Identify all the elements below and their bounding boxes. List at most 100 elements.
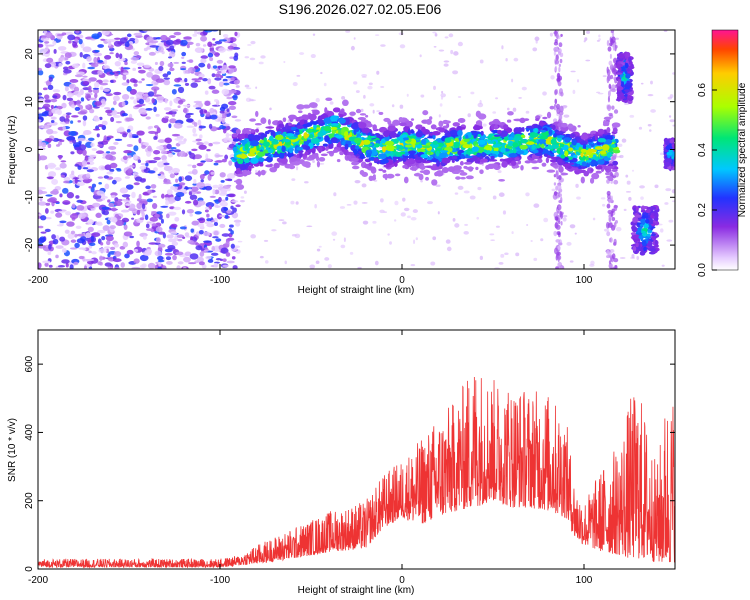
spectrogram-cell xyxy=(221,233,230,237)
spectrogram-cell xyxy=(200,160,207,163)
spectrogram-cell xyxy=(103,175,109,179)
spectrogram-cell xyxy=(175,178,179,183)
spectrogram-cell xyxy=(203,231,211,237)
spectrogram-cell xyxy=(419,158,427,163)
spectrogram-cell xyxy=(520,164,524,171)
spectrogram-cell xyxy=(226,96,233,100)
spectrogram-cell xyxy=(583,170,590,177)
spectrogram-cell xyxy=(552,164,559,169)
spectrogram-cell xyxy=(361,127,371,134)
spectrogram-cell xyxy=(163,162,170,166)
spectrogram-cell xyxy=(55,212,63,218)
spectrogram-cell xyxy=(122,241,129,248)
spectrogram-cell xyxy=(592,131,596,134)
spectrogram-cell xyxy=(453,141,460,149)
spectrogram-cell xyxy=(105,154,114,160)
spectrogram-cell xyxy=(430,261,436,266)
spectrogram-cell xyxy=(574,163,578,167)
spectrogram-cell xyxy=(170,147,177,150)
spectrogram-cell xyxy=(255,128,259,133)
spectrogram-cell xyxy=(208,205,212,209)
spectrogram-cell xyxy=(272,130,276,138)
spectrogram-cell xyxy=(158,65,164,71)
spectrogram-cell xyxy=(607,95,610,103)
spectrogram-cell xyxy=(113,72,119,77)
spectrogram-cell xyxy=(597,159,605,165)
spectrogram-cell xyxy=(151,203,158,209)
spectrogram-cell xyxy=(198,77,203,80)
spectrogram-cell xyxy=(226,173,236,179)
spectrogram-cell xyxy=(192,164,197,169)
spectrogram-cell xyxy=(225,196,229,201)
spectrogram-cell xyxy=(41,125,50,130)
spectrogram-cell xyxy=(554,59,560,65)
spectrogram-cell xyxy=(597,128,605,135)
spectrogram-cell xyxy=(288,147,294,154)
spectrogram-cell xyxy=(96,198,103,202)
spectrogram-cell xyxy=(189,152,196,159)
spectrogram-cell xyxy=(150,184,157,189)
spectrogram-cell xyxy=(113,40,123,47)
spectrogram-cell xyxy=(113,91,122,96)
spectrogram-cell xyxy=(383,117,391,123)
spectrogram-cell xyxy=(194,65,199,70)
spectrogram-cell xyxy=(201,264,207,269)
spectrogram-cell xyxy=(45,31,53,39)
spectrogram-cell xyxy=(503,124,509,129)
spectrogram-cell xyxy=(394,200,399,206)
spectrogram-cell xyxy=(132,67,137,71)
spectrogram-cell xyxy=(332,238,336,241)
spectrogram-cell xyxy=(88,85,92,91)
spectrogram-cell xyxy=(591,157,595,160)
spectrogram-cell xyxy=(173,149,181,153)
spectrogram-cell xyxy=(611,208,615,213)
spectrogram-cell xyxy=(422,145,431,149)
spectrogram-cell xyxy=(425,176,429,181)
spectrogram-cell xyxy=(512,148,517,154)
spectrogram-cell xyxy=(563,114,570,118)
spectrogram-cell xyxy=(218,39,227,42)
spectrogram-cell xyxy=(221,117,226,124)
spectrogram-cell xyxy=(44,228,51,233)
spectrogram-cell xyxy=(637,241,643,245)
spectrogram-cell xyxy=(334,134,344,139)
spectrogram-cell xyxy=(369,103,375,107)
spectrogram-cell xyxy=(76,181,85,187)
snr-xtick-label: -100 xyxy=(210,575,230,586)
spectrogram-cell xyxy=(204,209,209,213)
spectrogram-cell xyxy=(501,161,508,168)
spectrogram-cell xyxy=(584,37,588,41)
spectrogram-cell xyxy=(414,156,423,160)
spectrogram-cell xyxy=(560,135,564,138)
spectrogram-cell xyxy=(113,243,119,248)
spectrogram-cell xyxy=(664,161,671,167)
spectrogram-cell xyxy=(234,31,238,37)
spectrogram-cell xyxy=(594,146,603,150)
spectrogram-cell xyxy=(38,201,47,206)
spectrogram-cell xyxy=(372,124,377,131)
spectrogram-ytick-label: 0 xyxy=(24,146,35,152)
spectrogram-cell xyxy=(312,33,316,36)
spectrogram-cell xyxy=(44,262,49,267)
spectrogram-cell xyxy=(112,217,118,223)
spectrogram-cell xyxy=(560,33,563,37)
spectrogram-cell xyxy=(445,239,451,244)
spectrogram-cell xyxy=(497,170,502,174)
spectrogram-cell xyxy=(172,39,181,45)
spectrogram-cell xyxy=(84,155,89,162)
spectrogram-cell xyxy=(62,94,67,101)
spectrogram-cell xyxy=(119,37,128,44)
spectrogram-cell xyxy=(143,95,147,101)
spectrogram-cell xyxy=(353,37,356,40)
spectrogram-cell xyxy=(430,166,439,171)
spectrogram-cell xyxy=(144,214,149,221)
spectrogram-cell xyxy=(285,133,295,137)
spectrogram-cell xyxy=(194,211,202,215)
spectrogram-cell xyxy=(196,141,204,146)
spectrogram-cell xyxy=(562,214,568,218)
spectrogram-cell xyxy=(193,199,199,206)
spectrogram-cell xyxy=(52,188,59,195)
spectrogram-cell xyxy=(360,108,364,113)
spectrogram-cell xyxy=(626,180,631,185)
spectrogram-cell xyxy=(222,82,230,86)
